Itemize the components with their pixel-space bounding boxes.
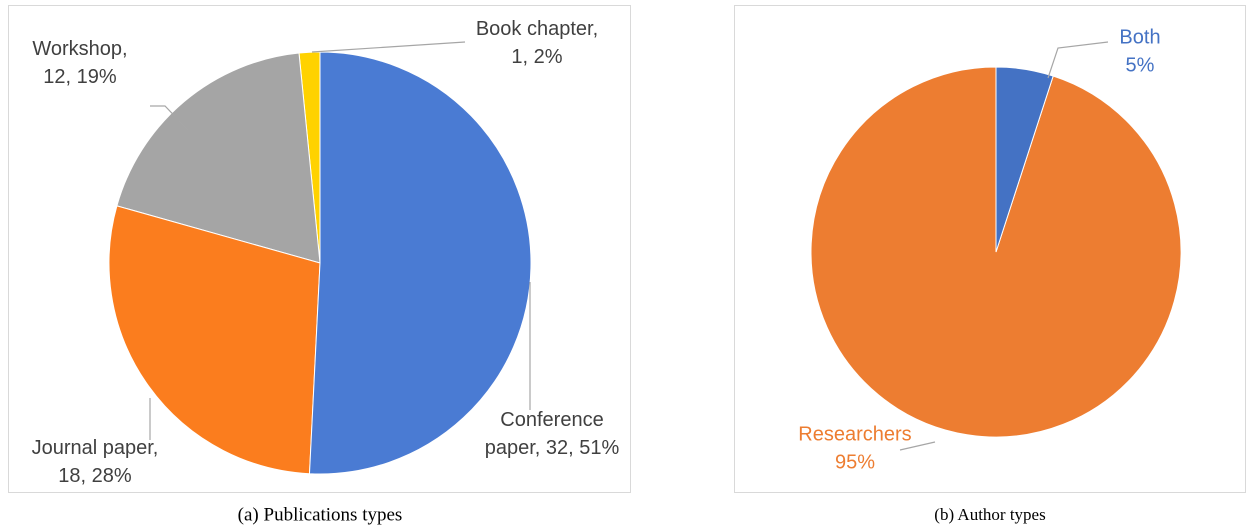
data-label: Conference paper, 32, 51% [485, 409, 620, 459]
pie-slice [116, 52, 321, 264]
caption: (b) Author types [934, 505, 1045, 524]
label-line: 1, 2% [511, 46, 562, 68]
category-label: Researchers [798, 423, 911, 445]
label-line: 18, 28% [58, 465, 132, 487]
label-line: paper, 32, 51% [485, 437, 620, 459]
leader-line [311, 41, 466, 53]
leader-line [150, 105, 189, 131]
data-label: 95% [835, 451, 875, 473]
label-line: Conference [500, 409, 603, 431]
pie-slice [308, 51, 532, 475]
data-label: 5% [1126, 54, 1155, 76]
label-line: Workshop, [32, 38, 127, 60]
label-line: Journal paper, [32, 437, 159, 459]
category-label: Both [1119, 26, 1160, 48]
pie-slice [108, 205, 321, 475]
leader-line [1047, 41, 1109, 79]
leader-line [899, 441, 936, 451]
caption: (a) Publications types [238, 504, 403, 525]
pie-slice [995, 66, 1054, 253]
label-line: 12, 19% [43, 66, 117, 88]
label-line: Book chapter, [476, 18, 598, 40]
data-label: Book chapter, 1, 2% [476, 18, 598, 68]
data-label: Workshop, 12, 19% [32, 38, 127, 88]
data-label: Journal paper, 18, 28% [32, 437, 159, 487]
